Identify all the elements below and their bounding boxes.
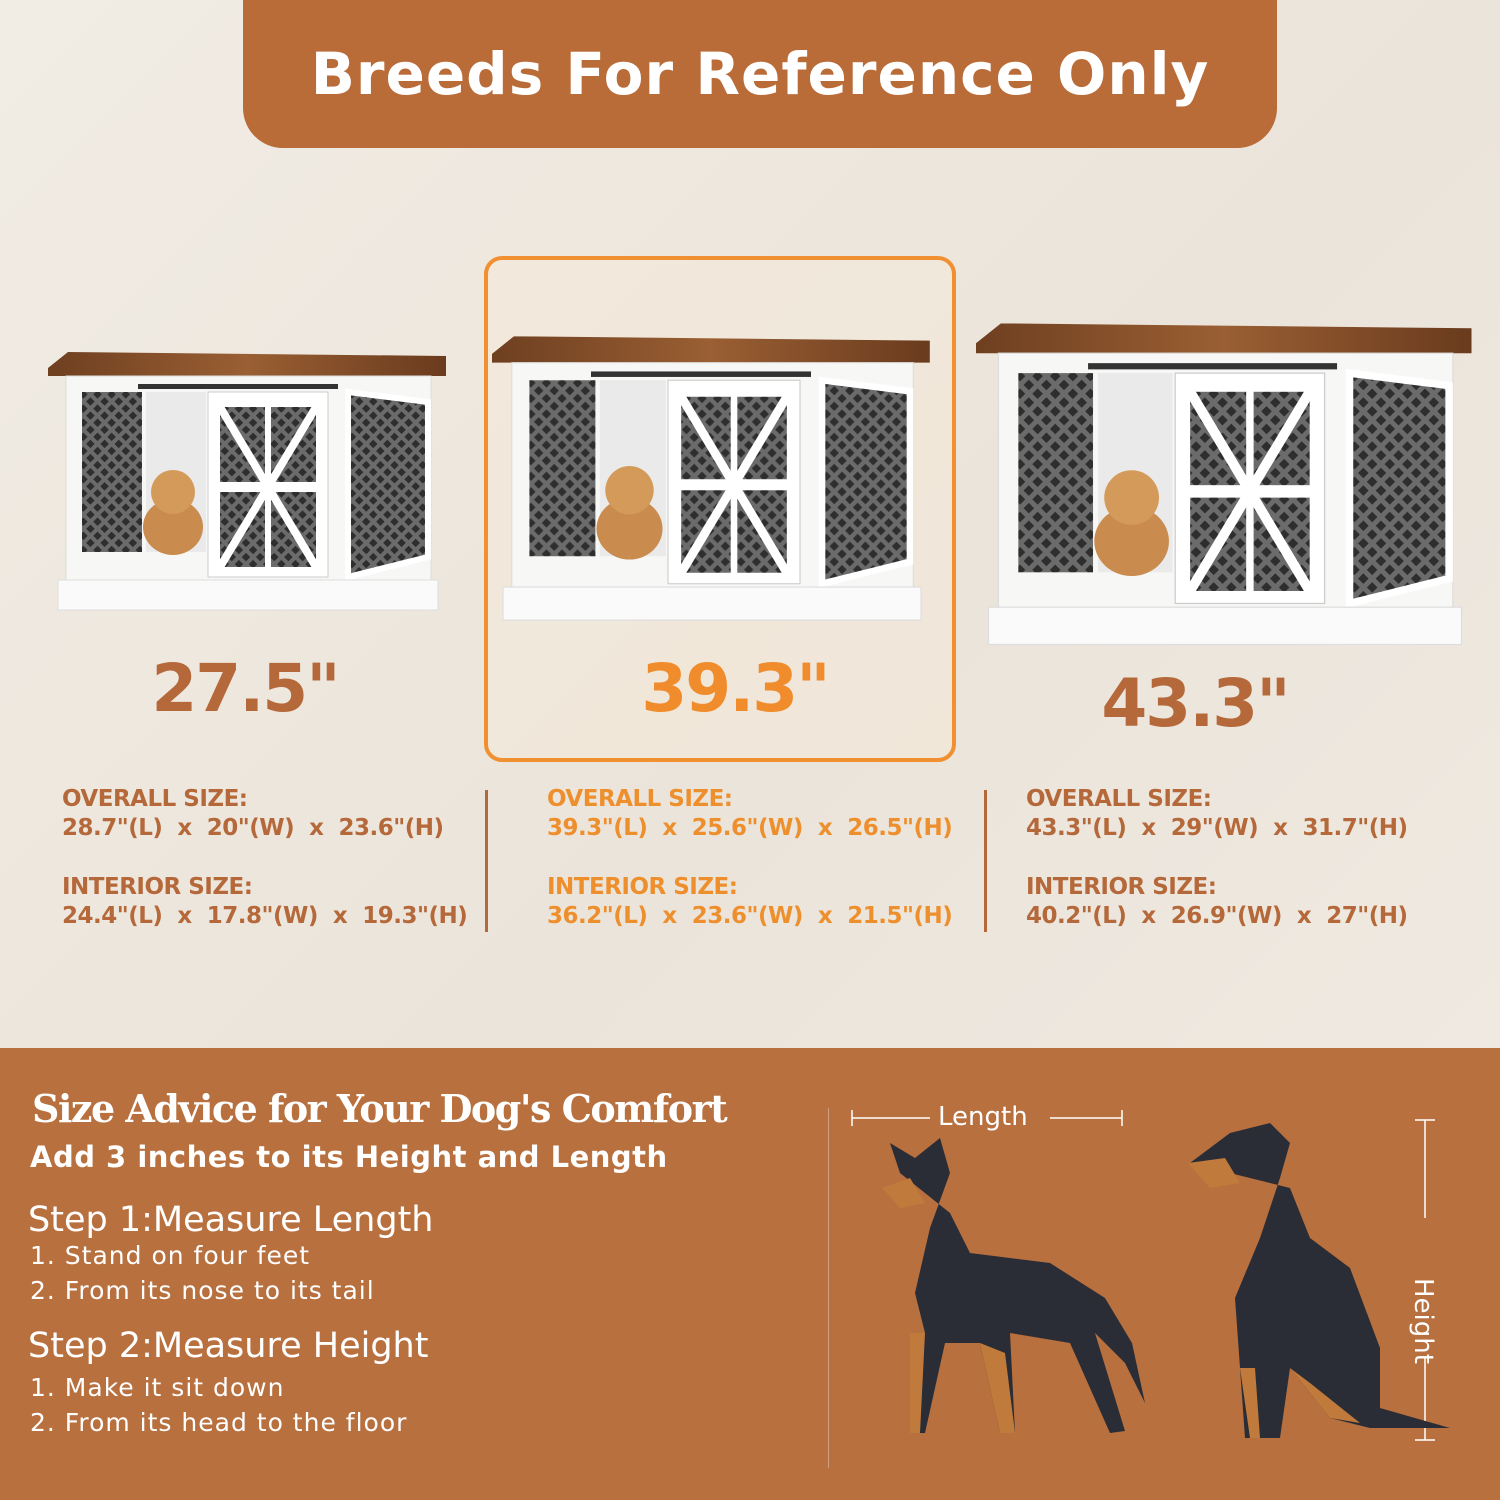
banner-title: Breeds For Reference Only — [243, 0, 1277, 148]
step2-item: 2. From its head to the floor — [30, 1408, 408, 1437]
size-advice-section: Size Advice for Your Dog's Comfort Add 3… — [0, 1048, 1500, 1500]
spec-medium: OVERALL SIZE: 39.3"(L) x 25.6"(W) x 26.5… — [547, 785, 953, 931]
crate-large-image — [976, 322, 1474, 667]
divider — [485, 790, 488, 932]
standing-dog-illustration — [882, 1138, 1145, 1433]
crate-medium-image — [492, 335, 932, 640]
interior-dimensions: 36.2"(L) x 23.6"(W) x 21.5"(H) — [547, 903, 953, 929]
advice-subtitle: Add 3 inches to its Height and Length — [30, 1140, 668, 1174]
product-size-medium: 39.3" — [641, 650, 830, 727]
overall-dimensions: 39.3"(L) x 25.6"(W) x 26.5"(H) — [547, 815, 953, 841]
divider — [984, 790, 987, 932]
product-size-large: 43.3" — [1101, 665, 1290, 742]
crate-small-image — [48, 352, 448, 627]
overall-dimensions: 28.7"(L) x 20"(W) x 23.6"(H) — [62, 815, 444, 841]
divider — [828, 1108, 829, 1468]
step1-item: 2. From its nose to its tail — [30, 1276, 375, 1305]
height-arrow — [1415, 1119, 1435, 1441]
overall-dimensions: 43.3"(L) x 29"(W) x 31.7"(H) — [1026, 815, 1408, 841]
overall-label: OVERALL SIZE: — [1026, 786, 1212, 812]
interior-label: INTERIOR SIZE: — [547, 874, 738, 900]
spec-large: OVERALL SIZE: 43.3"(L) x 29"(W) x 31.7"(… — [1026, 785, 1408, 931]
interior-label: INTERIOR SIZE: — [62, 874, 253, 900]
interior-dimensions: 24.4"(L) x 17.8"(W) x 19.3"(H) — [62, 903, 468, 929]
product-size-small: 27.5" — [151, 650, 340, 727]
length-label: Length — [938, 1102, 1028, 1132]
step1-item: 1. Stand on four feet — [30, 1241, 311, 1270]
length-arrow — [851, 1110, 1123, 1126]
overall-label: OVERALL SIZE: — [547, 786, 733, 812]
sitting-dog-illustration — [1188, 1123, 1450, 1438]
overall-label: OVERALL SIZE: — [62, 786, 248, 812]
spec-small: OVERALL SIZE: 28.7"(L) x 20"(W) x 23.6"(… — [62, 785, 468, 931]
interior-dimensions: 40.2"(L) x 26.9"(W) x 27"(H) — [1026, 903, 1408, 929]
step2-title: Step 2:Measure Height — [28, 1326, 429, 1366]
advice-title: Size Advice for Your Dog's Comfort — [32, 1086, 728, 1131]
step1-title: Step 1:Measure Length — [28, 1200, 434, 1240]
step2-item: 1. Make it sit down — [30, 1373, 285, 1402]
interior-label: INTERIOR SIZE: — [1026, 874, 1217, 900]
